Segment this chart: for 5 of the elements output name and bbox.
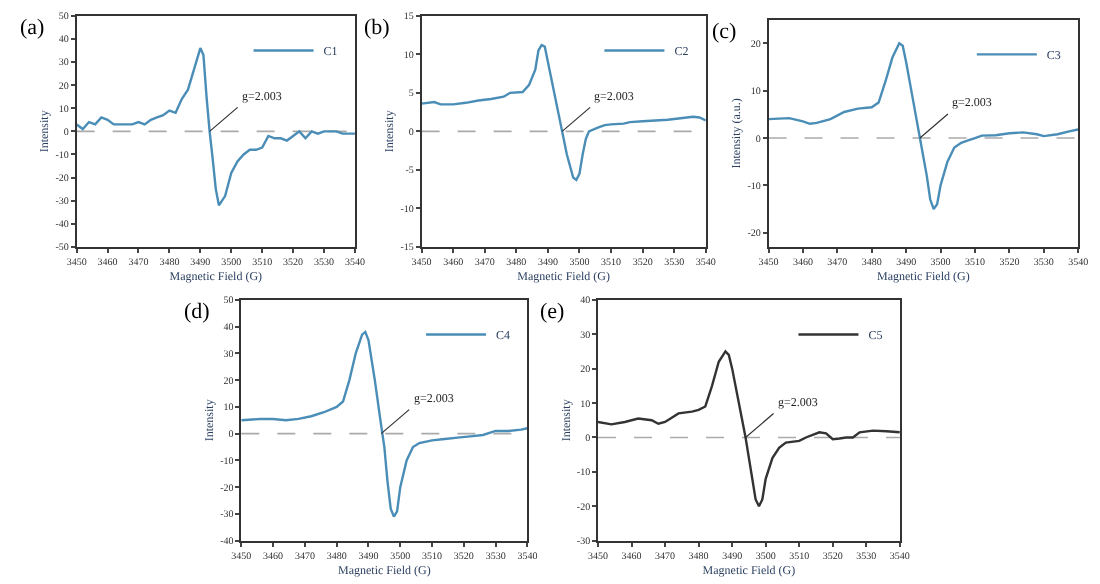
chart-title: (a) — [20, 16, 46, 40]
chart-title: (c) — [712, 20, 738, 44]
chart-title: (e) — [540, 300, 566, 324]
chart-title: (d) — [184, 300, 211, 324]
chart-title: (b) — [364, 16, 391, 40]
